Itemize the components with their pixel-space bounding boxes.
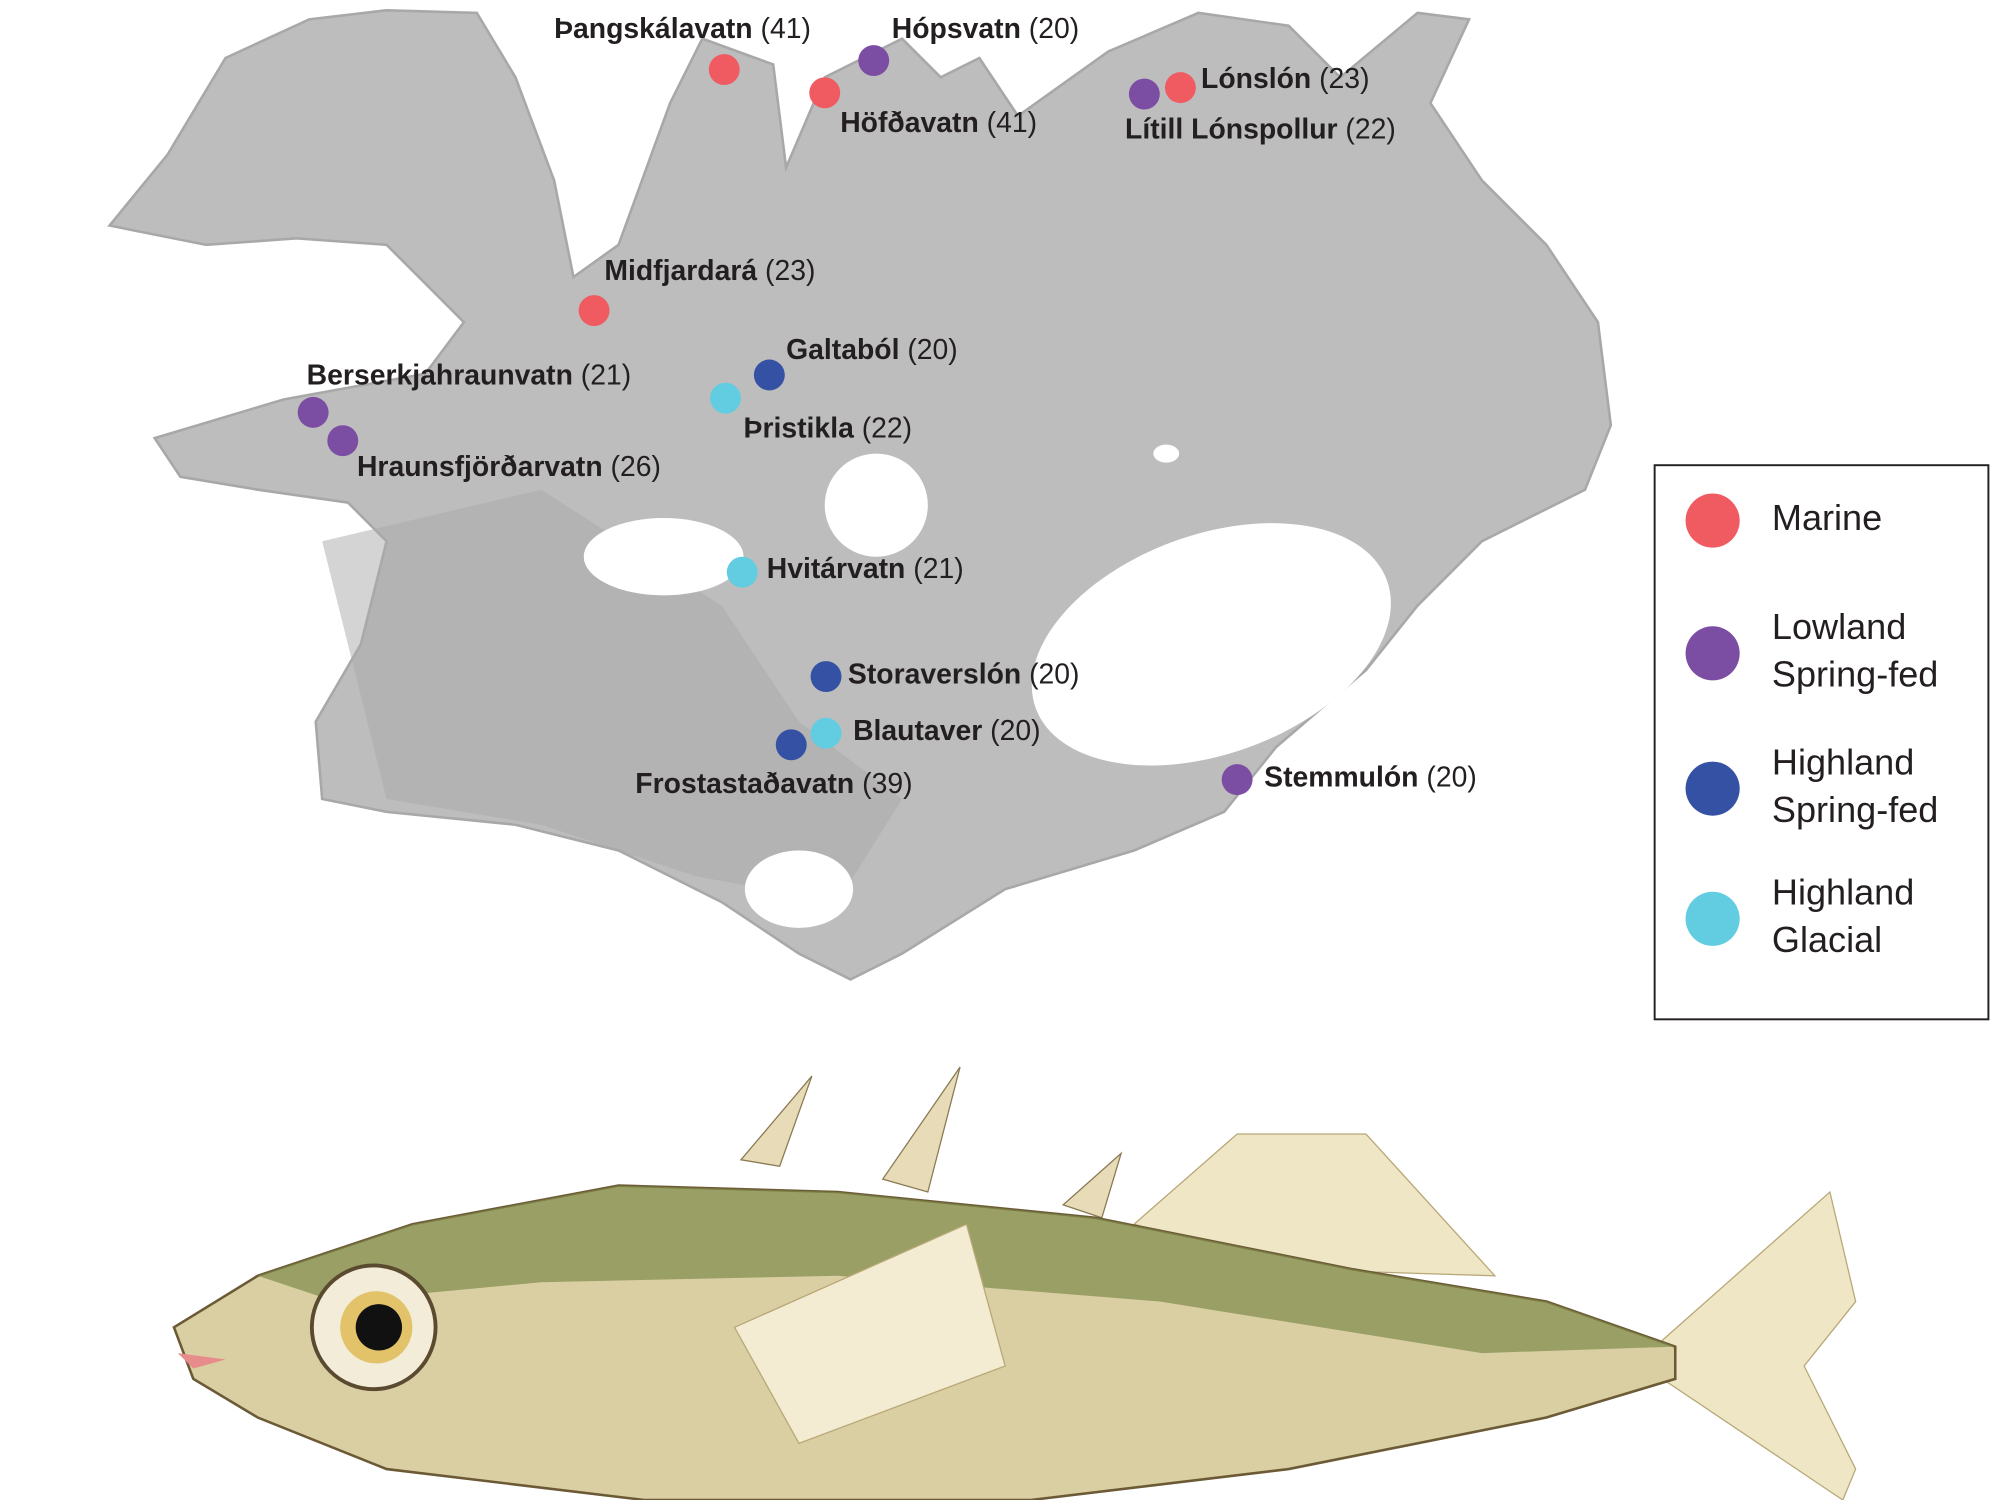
site-count: (26) [611,452,661,484]
fish-spine [881,1066,961,1193]
site-count: (20) [1029,659,1079,691]
site-markers [297,45,1253,796]
fish-pupil [355,1304,403,1351]
fish-pectoral-fin [733,1223,1006,1445]
site-marker [810,661,842,693]
site-name: Stemmulón [1264,762,1418,794]
legend-marker [1685,493,1740,548]
sites: Þangskálavatn (41)Höfðavatn (41)Lónslón … [297,13,1477,801]
site-count: (21) [913,553,963,585]
legend-label: Highland [1772,741,1914,782]
glacier [744,850,854,928]
site-label: Berserkjahraunvatn (21) [307,360,632,392]
site-name: Þangskálavatn [554,13,753,45]
legend-label: Spring-fed [1772,789,1938,830]
site-name: Frostastaðavatn [635,769,854,801]
legend-label: Marine [1772,497,1882,538]
legend-marker [1685,891,1740,946]
site-marker [753,359,785,391]
site-marker [1221,764,1253,796]
fish-spine [739,1075,813,1167]
site-name: Hvitárvatn [767,553,906,585]
site-count: (23) [1319,64,1369,96]
site-marker [775,729,807,761]
land-shade [322,489,903,903]
site-name: Lónslón [1201,64,1311,96]
site-count: (20) [907,334,957,366]
site-name: Berserkjahraunvatn [307,360,573,392]
glacier [1031,523,1391,766]
site-marker [1128,78,1160,110]
legend-marker [1685,626,1740,681]
site-marker [809,77,841,109]
iceland-map [107,9,1613,981]
site-count: (41) [987,107,1037,139]
legend-label: Highland [1772,872,1914,913]
site-label: Hvitárvatn (21) [767,553,964,585]
fish-spine [1061,1151,1123,1219]
site-marker [578,295,610,327]
legend-label: Lowland [1772,606,1906,647]
site-label: Frostastaðavatn (39) [635,769,912,801]
site-name: Lítill Lónspollur [1125,114,1338,146]
site-label: Þangskálavatn (41) [554,13,811,45]
fish-tail [1661,1190,1857,1500]
site-labels: Þangskálavatn (41)Höfðavatn (41)Lónslón … [307,13,1477,800]
site-name: Hópsvatn [892,13,1021,45]
site-count: (20) [1426,762,1476,794]
site-label: Lítill Lónspollur (22) [1125,114,1396,146]
stickleback-illustration [172,1066,1857,1500]
site-name: Blautaver [853,716,982,748]
site-marker [1164,72,1196,104]
site-marker [708,54,740,86]
site-label: Hópsvatn (20) [892,13,1079,45]
site-label: Hraunsfjörðarvatn (26) [357,452,661,484]
site-marker [726,556,758,588]
site-label: Galtaból (20) [786,334,958,366]
site-count: (23) [765,256,815,288]
legend-label: Spring-fed [1772,654,1938,695]
glacier [1153,444,1180,463]
site-label: Midfjardará (23) [604,256,815,288]
site-name: Galtaból [786,334,899,366]
site-count: (41) [761,13,811,45]
site-count: (21) [581,360,631,392]
site-name: Midfjardará [604,256,757,288]
glacier [583,518,744,596]
site-name: Höfðavatn [840,107,979,139]
site-name: Storaverslón [848,659,1021,691]
site-marker [710,382,741,414]
site-count: (39) [862,769,912,801]
legend: Marine Lowland Spring-fed Highland Spring-fe… [1685,493,1938,960]
site-count: (20) [1029,13,1079,45]
site-label: Höfðavatn (41) [840,107,1037,139]
site-name: Þristikla [744,413,855,445]
site-marker [858,45,890,77]
site-label: Þristikla (22) [744,413,913,445]
site-count: (22) [1345,114,1395,146]
site-count: (22) [862,413,912,445]
legend-marker [1685,761,1740,816]
site-marker [297,396,329,428]
site-label: Stemmulón (20) [1264,762,1477,794]
legend-label: Glacial [1772,919,1882,960]
fish-mouth [177,1353,226,1369]
site-label: Storaverslón (20) [848,659,1080,691]
site-marker [810,717,842,749]
site-label: Lónslón (23) [1201,64,1370,96]
glacier [824,453,928,557]
site-marker [327,425,359,457]
site-label: Blautaver (20) [853,716,1040,748]
site-name: Hraunsfjörðarvatn [357,452,603,484]
site-count: (20) [990,716,1040,748]
